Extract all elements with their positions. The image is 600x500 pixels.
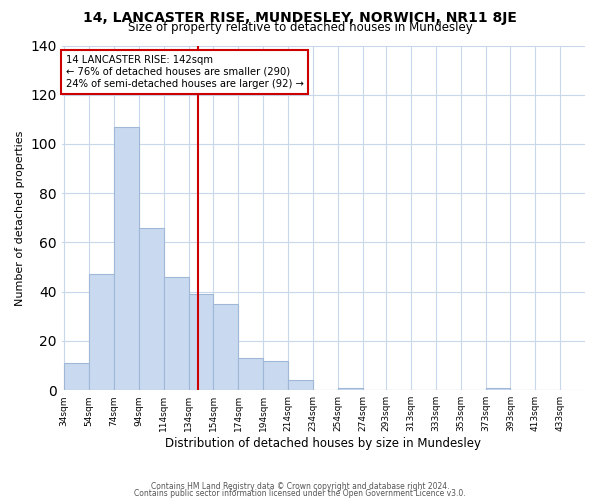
X-axis label: Distribution of detached houses by size in Mundesley: Distribution of detached houses by size …	[166, 437, 481, 450]
Text: 14, LANCASTER RISE, MUNDESLEY, NORWICH, NR11 8JE: 14, LANCASTER RISE, MUNDESLEY, NORWICH, …	[83, 11, 517, 25]
Text: 14 LANCASTER RISE: 142sqm
← 76% of detached houses are smaller (290)
24% of semi: 14 LANCASTER RISE: 142sqm ← 76% of detac…	[65, 56, 304, 88]
Bar	[214, 304, 238, 390]
Bar	[114, 127, 139, 390]
Bar	[338, 388, 362, 390]
Bar	[485, 388, 511, 390]
Bar	[188, 294, 214, 390]
Bar	[263, 360, 288, 390]
Bar	[238, 358, 263, 390]
Bar	[89, 274, 114, 390]
Text: Size of property relative to detached houses in Mundesley: Size of property relative to detached ho…	[128, 22, 472, 35]
Bar	[164, 277, 188, 390]
Text: Contains HM Land Registry data © Crown copyright and database right 2024.: Contains HM Land Registry data © Crown c…	[151, 482, 449, 491]
Bar	[288, 380, 313, 390]
Text: Contains public sector information licensed under the Open Government Licence v3: Contains public sector information licen…	[134, 489, 466, 498]
Bar	[139, 228, 164, 390]
Bar	[64, 363, 89, 390]
Y-axis label: Number of detached properties: Number of detached properties	[15, 130, 25, 306]
